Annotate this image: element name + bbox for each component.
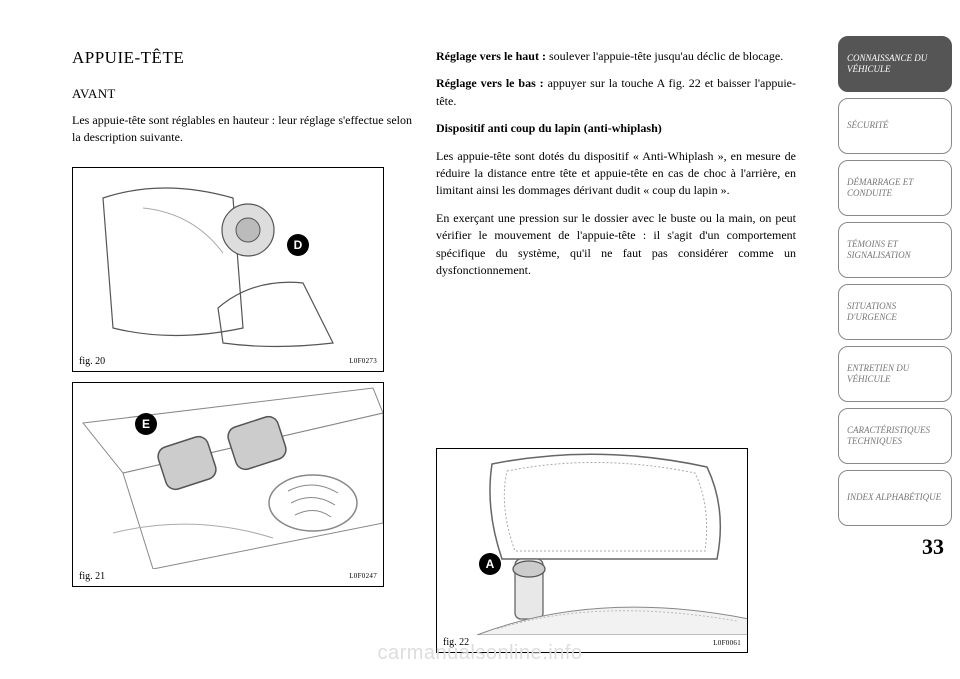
figure-22-marker: A [479,553,501,575]
tab-entretien-vehicule[interactable]: ENTRETIEN DU VÉHICULE [838,346,952,402]
manual-page: APPUIE-TÊTE AVANT Les appuie-tête sont r… [0,0,960,679]
left-column: APPUIE-TÊTE AVANT Les appuie-tête sont r… [72,48,412,659]
section-heading: APPUIE-TÊTE [72,48,412,68]
figure-20-image: D [73,168,383,354]
page-number: 33 [838,534,952,560]
right-column: Réglage vers le haut : soulever l'appuie… [436,48,796,659]
reglage-haut-rest: soulever l'appuie-tête jusqu'au déclic d… [546,49,783,63]
tab-connaissance-vehicule[interactable]: CONNAISSANCE DU VÉHICULE [838,36,952,92]
figure-20-caption: fig. 20 L0F0273 [73,354,383,371]
figure-21-marker: E [135,413,157,435]
section-tabs-sidebar: CONNAISSANCE DU VÉHICULE SÉCURITÉ DÉMARR… [838,0,960,679]
figure-21: E fig. 21 L0F0247 [72,382,384,587]
figure-22-svg [437,449,747,635]
figure-22-image: A [437,449,747,635]
figure-20-label: fig. 20 [79,356,105,367]
figure-20-code: L0F0273 [349,357,377,365]
figure-21-image: E [73,383,383,569]
antiwhiplash-heading: Dispositif anti coup du lapin (anti-whip… [436,120,796,137]
content-area: APPUIE-TÊTE AVANT Les appuie-tête sont r… [0,0,838,679]
reglage-haut-bold: Réglage vers le haut : [436,49,546,63]
figure-21-svg [73,383,383,569]
tab-index-alphabetique[interactable]: INDEX ALPHABÉTIQUE [838,470,952,526]
figure-20: D fig. 20 L0F0273 [72,167,384,372]
tab-demarrage-conduite[interactable]: DÉMARRAGE ET CONDUITE [838,160,952,216]
figure-22-caption: fig. 22 L0F0061 [437,635,747,652]
reglage-bas-bold: Réglage vers le bas : [436,76,544,90]
tab-securite[interactable]: SÉCURITÉ [838,98,952,154]
figure-21-label: fig. 21 [79,571,105,582]
figure-22: A fig. 22 L0F0061 [436,448,748,653]
figure-20-svg [73,168,383,354]
antiwhiplash-p2: En exerçant une pression sur le dossier … [436,210,796,280]
figure-22-label: fig. 22 [443,637,469,648]
tab-caracteristiques-techniques[interactable]: CARACTÉRISTIQUES TECHNIQUES [838,408,952,464]
reglage-haut: Réglage vers le haut : soulever l'appuie… [436,48,796,65]
figure-21-code: L0F0247 [349,572,377,580]
subsection-heading: AVANT [72,86,412,102]
antiwhiplash-p1: Les appuie-tête sont dotés du dispositif… [436,148,796,200]
reglage-bas: Réglage vers le bas : appuyer sur la tou… [436,75,796,110]
figure-21-caption: fig. 21 L0F0247 [73,569,383,586]
figure-22-code: L0F0061 [713,639,741,647]
tab-situations-urgence[interactable]: SITUATIONS D'URGENCE [838,284,952,340]
intro-paragraph: Les appuie-tête sont réglables en hauteu… [72,112,412,147]
tab-temoins-signalisation[interactable]: TÉMOINS ET SIGNALISATION [838,222,952,278]
figure-20-marker: D [287,234,309,256]
